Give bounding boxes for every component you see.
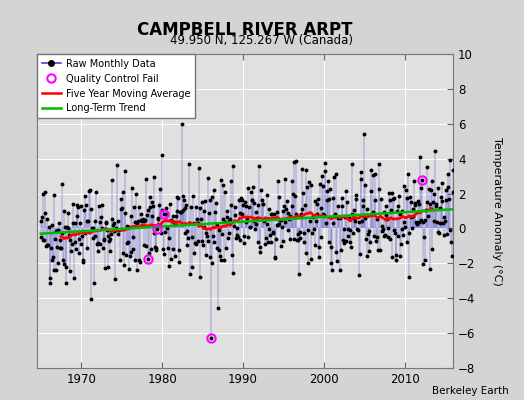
Y-axis label: Temperature Anomaly (°C): Temperature Anomaly (°C): [492, 137, 502, 285]
Text: 49.950 N, 125.267 W (Canada): 49.950 N, 125.267 W (Canada): [170, 34, 354, 47]
Legend: Raw Monthly Data, Quality Control Fail, Five Year Moving Average, Long-Term Tren: Raw Monthly Data, Quality Control Fail, …: [37, 54, 195, 118]
Title: CAMPBELL RIVER ARPT: CAMPBELL RIVER ARPT: [137, 20, 353, 38]
Text: Berkeley Earth: Berkeley Earth: [432, 386, 508, 396]
